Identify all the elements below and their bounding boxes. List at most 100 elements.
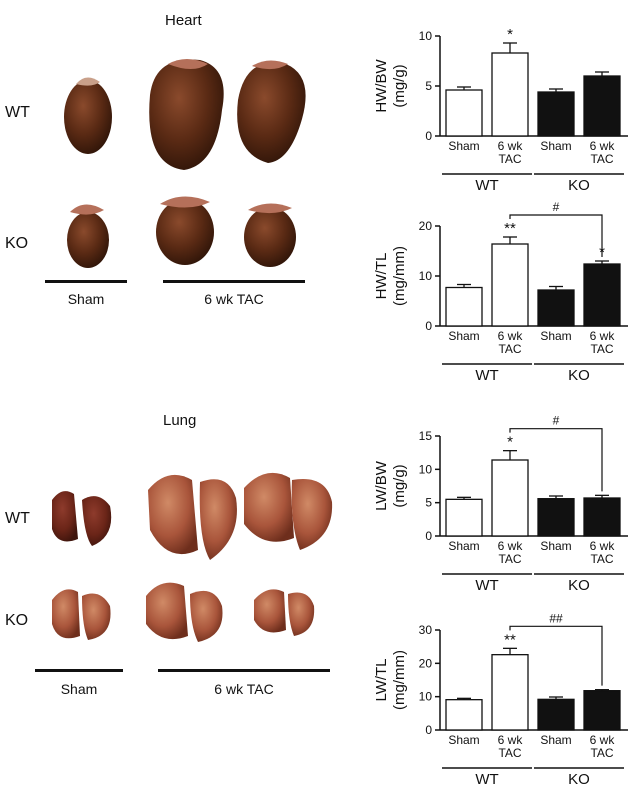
category-label: Sham — [448, 139, 479, 153]
bar — [491, 654, 529, 731]
category-label: 6 wk — [590, 733, 616, 747]
y-tick-label: 10 — [419, 29, 433, 43]
heart-sham-label: Sham — [67, 291, 105, 307]
group-label: WT — [475, 177, 498, 194]
y-tick-label: 10 — [419, 690, 433, 704]
heart-row-label-ko: KO — [5, 235, 29, 252]
heart-wt-tac-2 — [237, 60, 306, 163]
heart-tac-label: 6 wk TAC — [204, 291, 264, 307]
y-axis-label: LW/TL — [373, 658, 390, 701]
heart-ko-tac-2 — [244, 203, 296, 267]
bar — [445, 89, 483, 137]
y-tick-label: 20 — [419, 219, 433, 233]
group-label: KO — [568, 771, 590, 788]
category-label: TAC — [590, 342, 613, 356]
group-label: KO — [568, 177, 590, 194]
heart-row-label-wt: WT — [5, 104, 30, 121]
group-label: WT — [475, 367, 498, 384]
comparison-bracket — [509, 214, 603, 257]
bar — [583, 75, 621, 137]
category-label: TAC — [590, 746, 613, 760]
bar — [445, 286, 483, 327]
heart-wt-tac-1 — [149, 59, 224, 170]
bar — [537, 498, 575, 537]
lung-tac-label: 6 wk TAC — [214, 681, 274, 697]
heart-sham-line — [45, 280, 127, 283]
lung-tac-line — [158, 669, 330, 672]
bar — [445, 699, 483, 731]
y-tick-label: 5 — [425, 496, 432, 510]
y-axis-label: LW/BW — [373, 460, 390, 511]
lung-ko-tac-1 — [146, 582, 223, 642]
bar — [583, 263, 621, 327]
bar — [537, 698, 575, 731]
group-label: WT — [475, 771, 498, 788]
bar — [537, 289, 575, 327]
y-axis-label: HW/TL — [373, 253, 390, 300]
group-label: KO — [568, 577, 590, 594]
y-tick-label: 10 — [419, 269, 433, 283]
comparison-bracket — [509, 428, 603, 492]
category-label: TAC — [498, 746, 521, 760]
category-label: 6 wk — [498, 329, 524, 343]
lung-ko-tac-2 — [254, 589, 315, 636]
category-label: TAC — [590, 552, 613, 566]
category-label: 6 wk — [590, 329, 616, 343]
y-axis-label: HW/BW — [373, 59, 390, 113]
group-label: WT — [475, 577, 498, 594]
lung-sham-label: Sham — [60, 681, 98, 697]
category-label: Sham — [540, 733, 571, 747]
bar — [583, 497, 621, 537]
significance-mark: * — [507, 26, 513, 43]
y-tick-label: 0 — [425, 129, 432, 143]
significance-mark: ** — [504, 631, 516, 648]
category-label: Sham — [540, 329, 571, 343]
y-tick-label: 0 — [425, 723, 432, 737]
bracket-label: # — [553, 200, 560, 214]
bracket-label: # — [553, 414, 560, 428]
y-tick-label: 5 — [425, 79, 432, 93]
lung-wt-tac-2 — [244, 472, 333, 550]
bracket-label: ## — [549, 611, 563, 625]
lung-wt-tac-1 — [148, 474, 237, 560]
category-label: 6 wk — [498, 539, 524, 553]
heart-tac-line — [163, 280, 305, 283]
y-tick-label: 30 — [419, 623, 433, 637]
y-tick-label: 20 — [419, 656, 433, 670]
category-label: 6 wk — [498, 139, 524, 153]
bar — [491, 52, 529, 137]
y-axis-label: (mg/g) — [391, 64, 408, 107]
category-label: Sham — [448, 733, 479, 747]
y-axis-label: (mg/mm) — [391, 246, 408, 306]
bar — [491, 459, 529, 537]
significance-mark: ** — [504, 220, 516, 237]
category-label: TAC — [498, 152, 521, 166]
heart-ko-sham — [67, 204, 109, 268]
y-tick-label: 0 — [425, 529, 432, 543]
significance-mark: * — [507, 434, 513, 451]
category-label: Sham — [448, 539, 479, 553]
lung-row-label-wt: WT — [5, 510, 30, 527]
heart-panel-title: Heart — [165, 12, 202, 29]
y-tick-label: 0 — [425, 319, 432, 333]
comparison-bracket — [509, 625, 603, 686]
category-label: 6 wk — [590, 139, 616, 153]
heart-ko-tac-1 — [156, 196, 214, 265]
category-label: Sham — [448, 329, 479, 343]
lung-ko-sham — [52, 589, 111, 640]
lung-sham-line — [35, 669, 123, 672]
heart-wt-sham — [64, 77, 112, 154]
organ-photos — [52, 59, 333, 642]
category-label: Sham — [540, 139, 571, 153]
y-tick-label: 10 — [419, 462, 433, 476]
y-axis-label: (mg/g) — [391, 464, 408, 507]
bar — [491, 243, 529, 327]
lung-wt-sham — [52, 491, 112, 546]
category-label: TAC — [498, 342, 521, 356]
bar — [537, 91, 575, 137]
category-label: TAC — [590, 152, 613, 166]
y-axis-label: (mg/mm) — [391, 650, 408, 710]
